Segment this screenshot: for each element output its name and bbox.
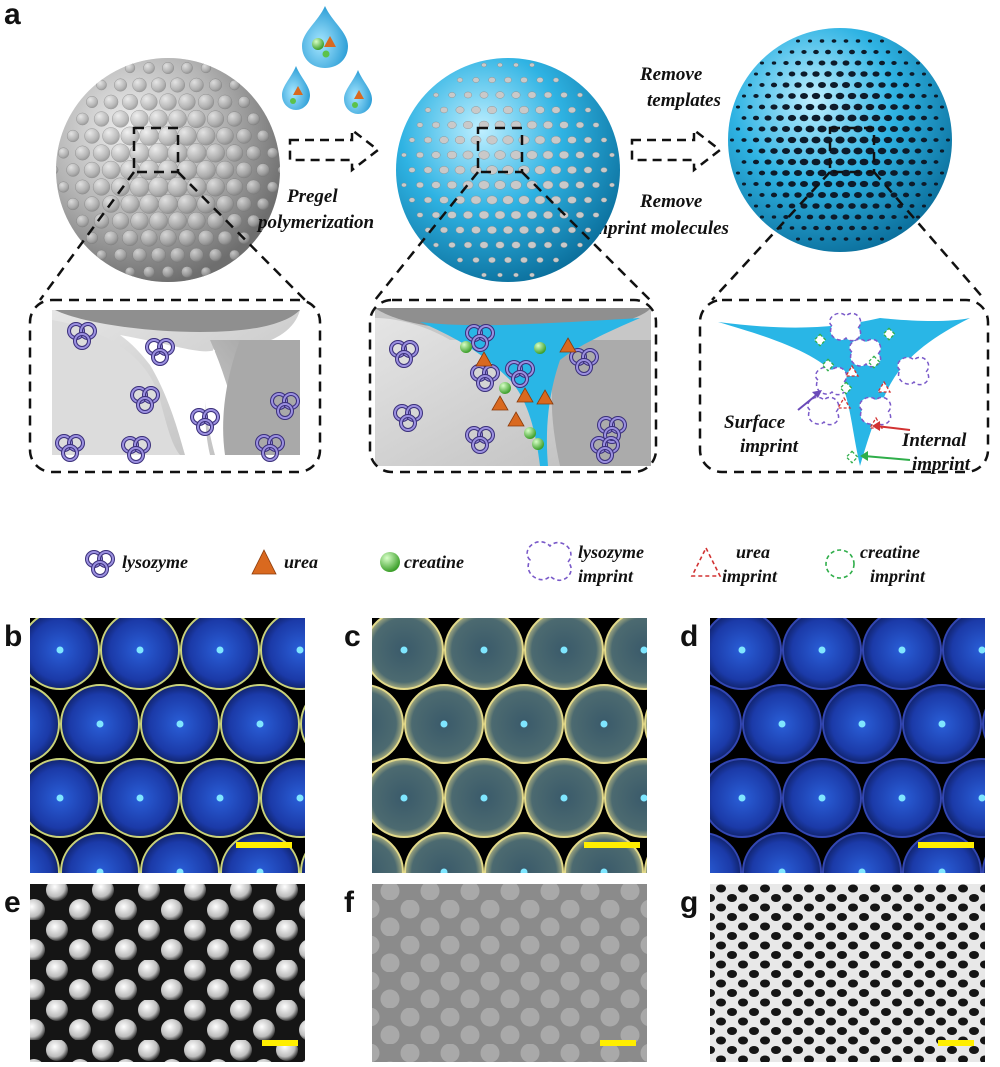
micrograph-c — [372, 618, 647, 873]
step2-bottom-line1: Remove — [639, 191, 703, 212]
process-arrow-1 — [288, 127, 381, 173]
panel-label-g: g — [680, 886, 698, 919]
legend-lysozyme-imprint-l2: imprint — [578, 566, 634, 586]
scale-bar-b — [236, 842, 292, 848]
urea-legend-icon — [251, 549, 277, 575]
lysozyme-legend-icon — [85, 550, 115, 578]
legend-creatine-imprint-l1: creatine — [860, 542, 920, 562]
legend-creatine-imprint-l2: imprint — [870, 566, 926, 586]
internal-imprint-line2: imprint — [912, 454, 971, 475]
scale-bar-d — [918, 842, 974, 848]
sem-g-inverse-opal — [710, 884, 985, 1062]
scale-bar-e — [262, 1040, 298, 1046]
legend-urea-imprint-l1: urea — [736, 542, 770, 562]
legend-lysozyme-label: lysozyme — [122, 552, 188, 572]
zoom-detail-1 — [28, 298, 322, 474]
legend-urea-imprint-l2: imprint — [722, 566, 778, 586]
micrograph-d — [710, 618, 985, 873]
micrograph-b — [30, 618, 305, 873]
surface-imprint-line1: Surface — [724, 412, 786, 433]
panel-label-e: e — [4, 886, 21, 919]
internal-imprint-line1: Internal — [901, 430, 967, 451]
inverse-opal-sphere — [728, 28, 952, 252]
step2-top-line2: templates — [647, 90, 721, 111]
zoom-box-3 — [828, 126, 876, 174]
process-arrow-2 — [630, 127, 723, 173]
scale-bar-g — [938, 1040, 974, 1046]
creatine-imprint-legend-icon — [825, 549, 855, 579]
legend-urea-label: urea — [284, 552, 318, 572]
surface-imprint-line2: imprint — [740, 436, 799, 457]
legend: lysozyme urea creatine lysozyme imprint … — [85, 540, 926, 586]
zoom-detail-2 — [368, 298, 658, 474]
lysozyme-imprint-legend-icon — [526, 540, 572, 582]
legend-creatine-label: creatine — [404, 552, 464, 572]
sem-e-colloidal-crystal — [30, 884, 305, 1062]
panel-label-a: a — [4, 0, 21, 31]
zoom-detail-3: Surface imprint Internal imprint — [698, 298, 990, 475]
panel-label-f: f — [344, 886, 355, 919]
step2-top-line1: Remove — [639, 64, 703, 85]
pregel-droplets — [282, 6, 372, 114]
scale-bar-f — [600, 1040, 636, 1046]
panel-label-c: c — [344, 620, 361, 653]
sem-f-filled-film — [372, 884, 647, 1062]
step2-bottom-line2: imprint molecules — [588, 218, 729, 239]
zoom-box-2 — [476, 126, 524, 174]
colloidal-crystal-sphere — [56, 58, 280, 282]
creatine-legend-icon — [380, 552, 400, 572]
hydrogel-filled-sphere — [396, 58, 620, 282]
step1-line2: polymerization — [256, 212, 374, 233]
panel-label-d: d — [680, 620, 698, 653]
legend-lysozyme-imprint-l1: lysozyme — [578, 542, 644, 562]
urea-imprint-legend-icon — [690, 546, 722, 577]
zoom-box-1 — [132, 126, 180, 174]
scale-bar-c — [584, 842, 640, 848]
step1-line1: Pregel — [286, 186, 338, 207]
panel-label-b: b — [4, 620, 22, 653]
